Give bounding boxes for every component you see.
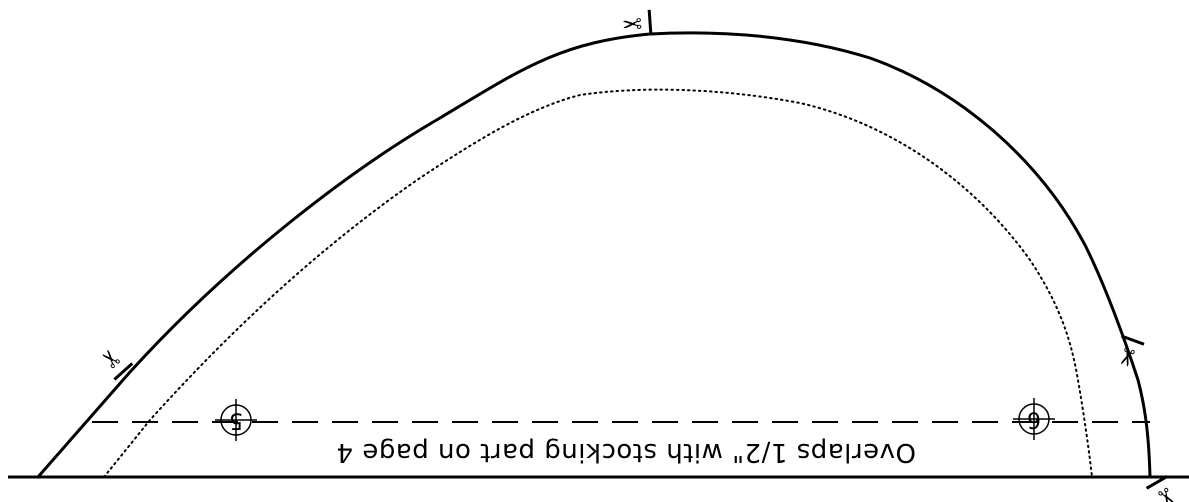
scissors-icon: ✂ <box>621 8 653 38</box>
scissors-icon: ✂ <box>1110 334 1145 371</box>
scissors-glyph: ✂ <box>1110 343 1143 371</box>
scissors-icon: ✂ <box>1145 474 1183 502</box>
scissors-tick <box>113 362 134 381</box>
scissors-tick <box>647 9 653 34</box>
registration-number: 5 <box>229 408 243 433</box>
scissors-tick <box>1120 334 1145 346</box>
overlap-note: Overlaps 1/2" with stocking part on page… <box>336 437 916 467</box>
scissors-glyph: ✂ <box>621 8 643 37</box>
overlap-note-text: Overlaps 1/2" with stocking part on page… <box>336 437 916 467</box>
inner-stitch-line <box>103 88 1093 478</box>
scissors-tick <box>1145 474 1169 490</box>
registration-mark-6: 6 <box>1013 398 1055 440</box>
registration-mark-5: 5 <box>215 399 257 441</box>
outer-cut-line <box>36 31 1152 479</box>
registration-number: 6 <box>1027 407 1041 432</box>
